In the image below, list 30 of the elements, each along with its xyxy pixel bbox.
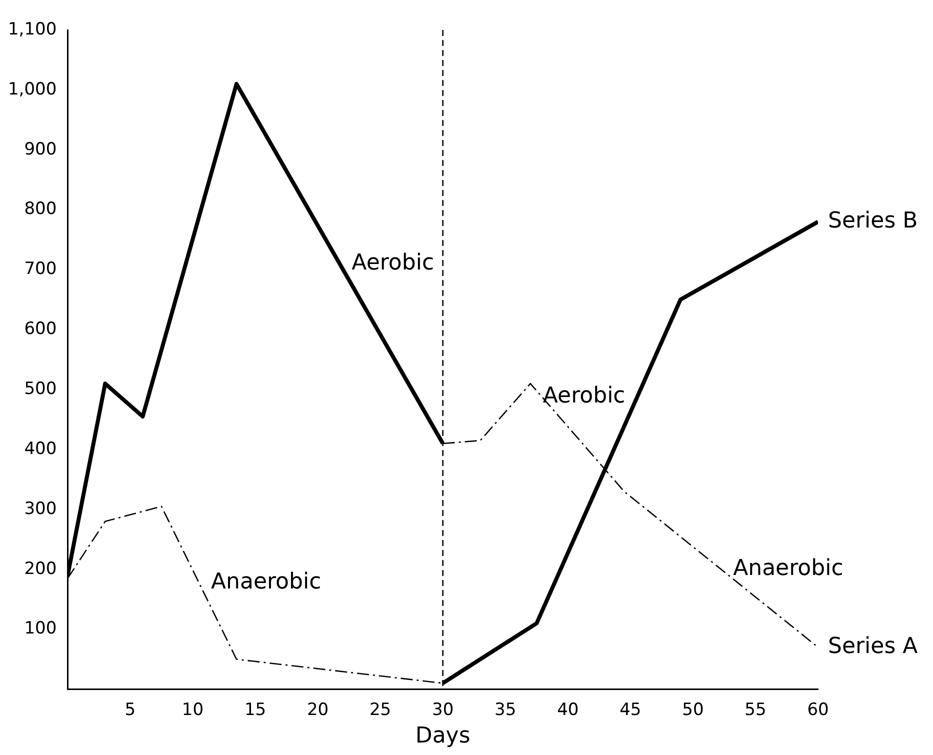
y-tick-label: 600: [24, 319, 57, 340]
x-tick-label: 50: [682, 700, 704, 720]
x-tick-label: 15: [244, 700, 266, 720]
y-tick-label: 400: [24, 438, 57, 459]
series-label: Anaerobic: [210, 570, 322, 595]
y-tick-label: 100: [24, 618, 57, 639]
x-tick-label: 60: [807, 700, 829, 720]
series-label: Aerobic: [542, 383, 626, 408]
y-tick-label: 300: [24, 498, 57, 519]
y-tick-label: 200: [24, 558, 57, 579]
x-tick-label: 10: [182, 700, 204, 720]
y-tick-label: 1,100: [8, 19, 57, 40]
x-tick-label: 45: [620, 700, 642, 720]
x-tick-label: 40: [557, 700, 579, 720]
y-tick-label: 700: [24, 259, 57, 280]
y-tick-label: 800: [24, 199, 57, 220]
y-tick-label: 1,000: [8, 79, 57, 100]
x-axis-title: Days: [415, 724, 470, 749]
series-label: Anaerobic: [733, 556, 844, 582]
x-tick-label: 5: [124, 700, 136, 720]
y-tick-label: 500: [24, 378, 57, 399]
y-tick-label: 900: [24, 139, 57, 160]
annotation: Series B: [828, 208, 918, 234]
x-tick-label: 55: [744, 700, 766, 720]
x-tick-label: 20: [306, 700, 329, 720]
series-label: Aerobic: [352, 250, 434, 276]
x-tick-label: 25: [369, 700, 392, 720]
x-tick-label: 30: [432, 700, 454, 720]
x-tick-label: 35: [494, 700, 516, 720]
annotation: Series A: [828, 634, 918, 659]
